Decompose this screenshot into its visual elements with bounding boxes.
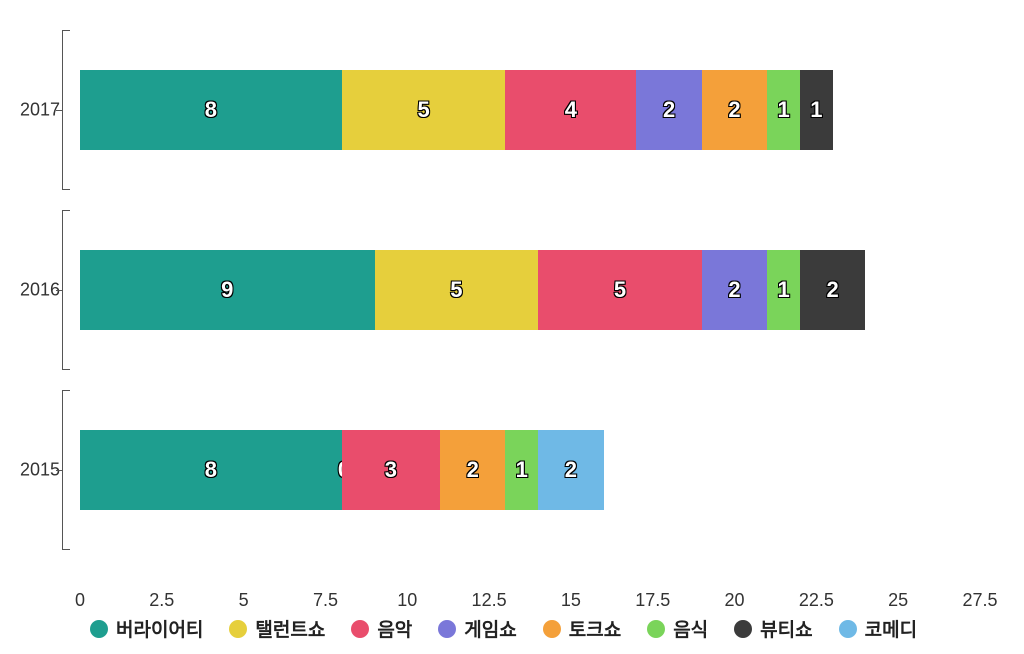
- bar-row: 8 5 4 2 2 11: [80, 70, 833, 150]
- bar-value-label: 5: [450, 277, 462, 303]
- bar-value-label: 5: [418, 97, 430, 123]
- bar-value-label: 2: [663, 97, 675, 123]
- legend-swatch: [543, 620, 561, 638]
- y-tick: [56, 470, 62, 471]
- legend-label: 음식: [673, 615, 708, 642]
- x-tick-label: 25: [888, 590, 908, 611]
- legend-item-variety: 버라이어티: [90, 615, 203, 642]
- legend-item-comedy: 코메디: [839, 615, 917, 642]
- bar-seg-music: 4: [505, 70, 636, 150]
- y-axis: 201720162015: [70, 20, 80, 560]
- legend-swatch: [90, 620, 108, 638]
- y-group-bracket: [62, 390, 70, 550]
- x-tick-label: 10: [397, 590, 417, 611]
- bar-seg-beauty: 2: [800, 250, 865, 330]
- legend-label: 탤런트쇼: [255, 615, 325, 642]
- bar-value-label: 4: [565, 97, 577, 123]
- bar-value-label: 2: [565, 457, 577, 483]
- bar-seg-beauty: 1: [800, 70, 833, 150]
- bar-value-label: 1: [810, 97, 822, 123]
- bar-seg-music: 3: [342, 430, 440, 510]
- x-tick-label: 17.5: [635, 590, 670, 611]
- bar-value-label: 2: [728, 277, 740, 303]
- plot-area: 201720162015 8542211955212803212 02.557.…: [80, 20, 980, 560]
- y-tick-label: 2016: [0, 280, 60, 301]
- bar-value-label: 2: [827, 277, 839, 303]
- y-tick: [56, 110, 62, 111]
- legend: 버라이어티 탤런트쇼 음악 게임쇼 토크쇼 음식 뷰티쇼 코메디: [90, 615, 990, 642]
- bar-value-label: 2: [467, 457, 479, 483]
- bar-seg-talent: 5: [342, 70, 506, 150]
- bar-seg-variety: 8: [80, 70, 342, 150]
- x-tick-label: 20: [725, 590, 745, 611]
- y-tick-label: 2017: [0, 100, 60, 121]
- y-tick: [56, 290, 62, 291]
- legend-label: 코메디: [865, 615, 917, 642]
- x-tick-label: 12.5: [472, 590, 507, 611]
- bar-seg-talent: 5: [375, 250, 539, 330]
- legend-item-food: 음식: [647, 615, 708, 642]
- bar-value-label: 8: [205, 457, 217, 483]
- x-tick-label: 27.5: [962, 590, 997, 611]
- chart-container: 201720162015 8542211955212803212 02.557.…: [0, 0, 1024, 654]
- x-tick-label: 22.5: [799, 590, 834, 611]
- bar-value-label: 1: [777, 277, 789, 303]
- bar-value-label: 8: [205, 97, 217, 123]
- legend-label: 음악: [377, 615, 412, 642]
- bar-seg-comedy: 2: [538, 430, 603, 510]
- bar-seg-music: 5: [538, 250, 702, 330]
- x-tick-label: 0: [75, 590, 85, 611]
- bar-row: 9 5 5 2 1 2: [80, 250, 865, 330]
- legend-label: 토크쇼: [569, 615, 621, 642]
- bar-value-label: 1: [777, 97, 789, 123]
- y-group-bracket: [62, 30, 70, 190]
- legend-item-beauty: 뷰티쇼: [734, 615, 812, 642]
- bar-seg-food: 1: [767, 70, 800, 150]
- bar-value-label: 3: [385, 457, 397, 483]
- x-tick-label: 15: [561, 590, 581, 611]
- y-tick-label: 2015: [0, 460, 60, 481]
- bar-value-label: 9: [221, 277, 233, 303]
- x-tick-label: 5: [239, 590, 249, 611]
- legend-item-talent: 탤런트쇼: [229, 615, 325, 642]
- bar-seg-game: 2: [702, 250, 767, 330]
- legend-item-music: 음악: [351, 615, 412, 642]
- bar-value-label: 1: [516, 457, 528, 483]
- bar-value-label: 5: [614, 277, 626, 303]
- bar-value-label: 2: [728, 97, 740, 123]
- bar-seg-talk: 2: [702, 70, 767, 150]
- bar-seg-game: 2: [636, 70, 701, 150]
- bar-row: 803212: [80, 430, 604, 510]
- legend-swatch: [734, 620, 752, 638]
- bar-seg-food: 1: [767, 250, 800, 330]
- legend-label: 뷰티쇼: [760, 615, 812, 642]
- legend-swatch: [351, 620, 369, 638]
- legend-swatch: [839, 620, 857, 638]
- legend-label: 게임쇼: [464, 615, 516, 642]
- x-tick-label: 7.5: [313, 590, 338, 611]
- bar-seg-talk: 2: [440, 430, 505, 510]
- legend-label: 버라이어티: [116, 615, 203, 642]
- legend-item-talk: 토크쇼: [543, 615, 621, 642]
- y-group-bracket: [62, 210, 70, 370]
- legend-item-game: 게임쇼: [438, 615, 516, 642]
- bar-seg-variety: 9: [80, 250, 375, 330]
- bar-seg-food: 1: [505, 430, 538, 510]
- legend-swatch: [229, 620, 247, 638]
- x-tick-label: 2.5: [149, 590, 174, 611]
- legend-swatch: [438, 620, 456, 638]
- bar-seg-variety: 8: [80, 430, 342, 510]
- legend-swatch: [647, 620, 665, 638]
